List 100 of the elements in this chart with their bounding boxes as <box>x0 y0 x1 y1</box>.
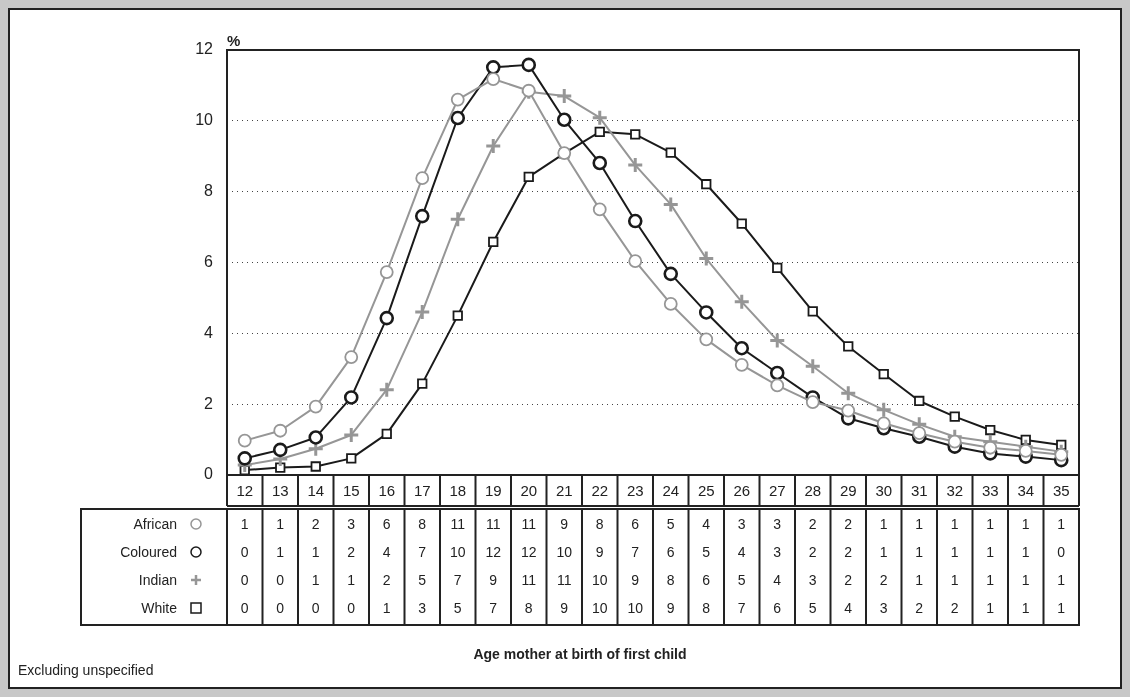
data-label: 8 <box>418 515 427 532</box>
data-label: 1 <box>950 515 959 532</box>
x-tick-label: 25 <box>697 481 715 499</box>
data-label: 2 <box>311 515 320 532</box>
data-label: 1 <box>986 543 995 560</box>
data-label: 7 <box>489 599 498 616</box>
data-label: 1 <box>950 543 959 560</box>
data-label: 2 <box>844 543 853 560</box>
x-tick-label: 20 <box>520 481 538 499</box>
data-label: 7 <box>453 571 462 588</box>
data-label: 1 <box>986 515 995 532</box>
data-label: 2 <box>879 571 888 588</box>
data-label: 1 <box>915 543 924 560</box>
data-label: 1 <box>915 515 924 532</box>
data-label: 7 <box>631 543 640 560</box>
data-label: 8 <box>666 571 675 588</box>
data-label: 0 <box>240 599 249 616</box>
data-label: 1 <box>1057 515 1066 532</box>
data-label: 1 <box>240 515 249 532</box>
data-label: 2 <box>950 599 959 616</box>
data-label: 11 <box>450 515 466 532</box>
x-tick-label: 12 <box>236 481 254 499</box>
data-label: 3 <box>773 543 782 560</box>
y-tick-label: 10 <box>195 111 214 129</box>
x-tick-label: 23 <box>626 481 644 499</box>
data-label: 1 <box>950 571 959 588</box>
x-tick-label: 35 <box>1052 481 1070 499</box>
data-label: 8 <box>524 599 533 616</box>
data-label: 3 <box>347 515 356 532</box>
data-label: 9 <box>489 571 498 588</box>
data-label: 0 <box>240 571 249 588</box>
data-label: 1 <box>1021 571 1030 588</box>
data-label: 6 <box>631 515 640 532</box>
x-tick-label: 29 <box>839 481 857 499</box>
data-label: 11 <box>556 571 572 588</box>
data-label: 1 <box>915 571 924 588</box>
data-label: 4 <box>702 515 711 532</box>
text: Excluding unspecified <box>18 661 154 678</box>
data-label: 5 <box>737 571 746 588</box>
data-label: 5 <box>808 599 817 616</box>
data-label: 6 <box>702 571 711 588</box>
x-tick-label: 31 <box>910 481 928 499</box>
data-label: 4 <box>844 599 853 616</box>
data-label: 4 <box>773 571 782 588</box>
data-label: 3 <box>773 515 782 532</box>
data-label: 5 <box>666 515 675 532</box>
data-label: 1 <box>276 515 285 532</box>
data-label: 10 <box>591 599 608 616</box>
data-label: 3 <box>879 599 888 616</box>
data-label: 2 <box>844 571 853 588</box>
y-axis-title: % <box>227 31 241 49</box>
data-label: 1 <box>347 571 356 588</box>
x-tick-label: 14 <box>307 481 325 499</box>
data-label: 0 <box>347 599 356 616</box>
data-label: 2 <box>347 543 356 560</box>
data-label: 8 <box>702 599 711 616</box>
data-label: 2 <box>808 543 817 560</box>
data-label: 1 <box>1021 543 1030 560</box>
data-label: 1 <box>1057 599 1066 616</box>
data-label: 9 <box>666 599 675 616</box>
data-label: 10 <box>627 599 644 616</box>
data-label: 2 <box>915 599 924 616</box>
data-label: 0 <box>276 599 285 616</box>
data-label: 9 <box>631 571 640 588</box>
y-tick-label: 4 <box>204 323 214 341</box>
data-label: 5 <box>702 543 711 560</box>
data-label: 5 <box>418 571 427 588</box>
data-label: 12 <box>520 543 537 560</box>
data-label: 4 <box>737 543 746 560</box>
y-tick-label: 8 <box>204 182 214 200</box>
x-tick-label: 13 <box>271 481 289 499</box>
data-label: 0 <box>240 543 249 560</box>
data-label: 11 <box>485 515 501 532</box>
data-label: 3 <box>737 515 746 532</box>
x-tick-label: 16 <box>378 481 396 499</box>
data-label: 12 <box>485 543 502 560</box>
x-tick-label: 24 <box>662 481 680 499</box>
data-label: 6 <box>666 543 675 560</box>
legend-label: Indian <box>138 571 177 588</box>
x-tick-label: 27 <box>768 481 786 499</box>
data-label: 10 <box>449 543 466 560</box>
legend-label: Coloured <box>120 543 177 560</box>
text: Age mother at birth of first child <box>473 645 687 662</box>
data-label: 1 <box>986 599 995 616</box>
x-tick-label: 22 <box>591 481 609 499</box>
data-label: 1 <box>1057 571 1066 588</box>
data-label: 0 <box>1057 543 1066 560</box>
x-tick-label: 34 <box>1017 481 1035 499</box>
data-label: 1 <box>382 599 391 616</box>
x-tick-label: 15 <box>342 481 360 499</box>
x-tick-label: 28 <box>804 481 822 499</box>
data-label: 7 <box>418 543 427 560</box>
data-label: 4 <box>382 543 391 560</box>
data-label: 6 <box>773 599 782 616</box>
data-label: 2 <box>844 515 853 532</box>
data-label: 3 <box>808 571 817 588</box>
y-tick-label: 0 <box>204 465 214 483</box>
legend-label: African <box>133 515 177 532</box>
data-label: 1 <box>1021 515 1030 532</box>
data-label: 8 <box>595 515 604 532</box>
